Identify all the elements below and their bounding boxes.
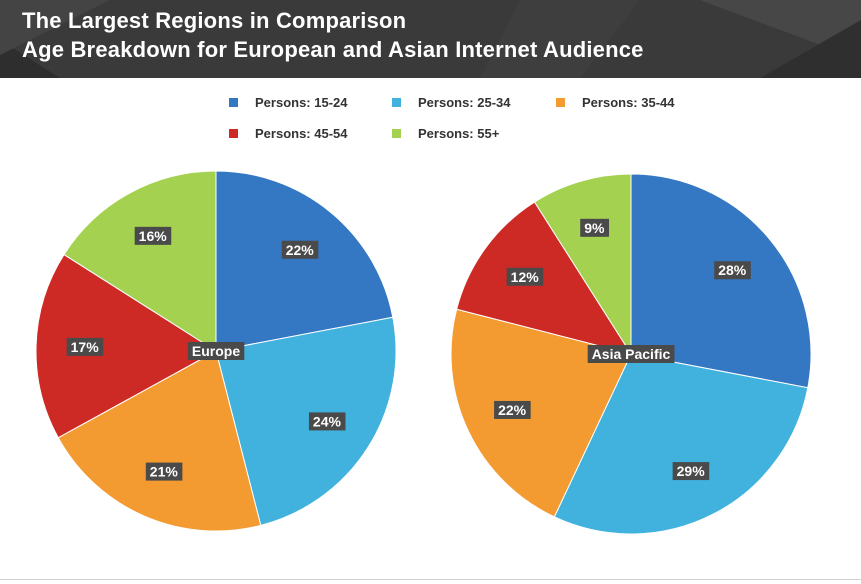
pie-slice-persons-25-34 <box>215 316 397 526</box>
page-title: The Largest Regions in Comparison <box>22 8 407 33</box>
legend-item-35-44: Persons: 35-44 <box>556 94 675 110</box>
pie-slice-persons-45-54 <box>35 253 217 439</box>
legend-item-25-34: Persons: 25-34 <box>392 94 511 110</box>
legend-item-55-plus: Persons: 55+ <box>392 125 499 141</box>
data-label-text: 17% <box>71 339 100 355</box>
pie-center-label-text: Europe <box>192 343 240 359</box>
legend-label: Persons: 25-34 <box>418 94 511 110</box>
data-label-bg <box>145 462 183 481</box>
legend-swatch <box>392 128 401 138</box>
legend-swatch <box>229 97 238 107</box>
pie-center-label-text: Asia Pacific <box>592 346 671 362</box>
data-label-bg <box>66 337 104 356</box>
legend-swatch <box>556 97 565 107</box>
pie-slice-persons-15-24 <box>630 173 812 389</box>
data-label: 17% <box>66 337 104 356</box>
data-label: 28% <box>714 261 751 280</box>
data-label-text: 16% <box>139 228 168 244</box>
pie-slice-persons-35-44 <box>450 308 632 518</box>
pie-center-label: Europe <box>187 342 245 360</box>
legend-label: Persons: 35-44 <box>582 94 675 110</box>
data-label-text: 21% <box>150 464 179 480</box>
data-label-text: 28% <box>718 262 747 278</box>
pie-slice-persons-25-34 <box>553 353 809 535</box>
pie-center-label: Asia Pacific <box>587 345 675 363</box>
data-label-bg <box>672 462 710 481</box>
data-label: 29% <box>672 462 710 481</box>
data-label-bg <box>308 412 346 431</box>
chart-legend: Persons: 15-24 Persons: 25-34 Persons: 3… <box>0 0 861 150</box>
data-label-bg <box>494 400 531 419</box>
data-label-bg <box>134 226 172 245</box>
pie-slice-persons-15-24 <box>215 170 394 352</box>
divider <box>0 579 861 580</box>
header-banner: The Largest Regions in Comparison Age Br… <box>0 0 861 78</box>
data-label-bg <box>281 240 319 259</box>
legend-label: Persons: 45-54 <box>255 125 348 141</box>
data-label-text: 9% <box>584 220 605 236</box>
data-label: 21% <box>145 462 183 481</box>
legend-swatch <box>392 97 401 107</box>
pie-slice-persons-45-54 <box>456 201 633 355</box>
data-label: 16% <box>134 226 172 245</box>
legend-label: Persons: 15-24 <box>255 94 348 110</box>
data-label: 12% <box>506 267 544 286</box>
data-label-text: 22% <box>498 402 527 418</box>
data-label-text: 12% <box>511 269 540 285</box>
legend-swatch <box>229 128 238 138</box>
data-label: 22% <box>494 400 531 419</box>
legend-item-15-24: Persons: 15-24 <box>229 94 348 110</box>
data-label: 9% <box>580 218 610 237</box>
data-label-bg <box>580 218 610 237</box>
pie-chart-europe: 22% 24% 21% 17% 16% Europe <box>35 170 397 532</box>
pie-chart-asia-pacific: 28% 29% 22% 12% 9% Asia Pacific <box>450 173 812 535</box>
page-subtitle: Age Breakdown for European and Asian Int… <box>22 37 644 62</box>
data-label: 22% <box>281 240 319 259</box>
legend-item-45-54: Persons: 45-54 <box>229 125 348 141</box>
pie-slice-persons-55 <box>63 170 217 352</box>
pie-center-label-bg <box>187 342 245 360</box>
data-label-text: 24% <box>313 413 342 429</box>
header-facet-decoration <box>0 0 861 78</box>
legend-label: Persons: 55+ <box>418 125 500 141</box>
data-label-bg <box>506 267 544 286</box>
pie-center-label-bg <box>587 345 675 363</box>
pie-slice-persons-35-44 <box>57 350 262 532</box>
data-label: 24% <box>308 412 346 431</box>
data-label-text: 22% <box>286 242 315 258</box>
data-label-text: 29% <box>677 463 706 479</box>
data-label-bg <box>714 261 751 280</box>
